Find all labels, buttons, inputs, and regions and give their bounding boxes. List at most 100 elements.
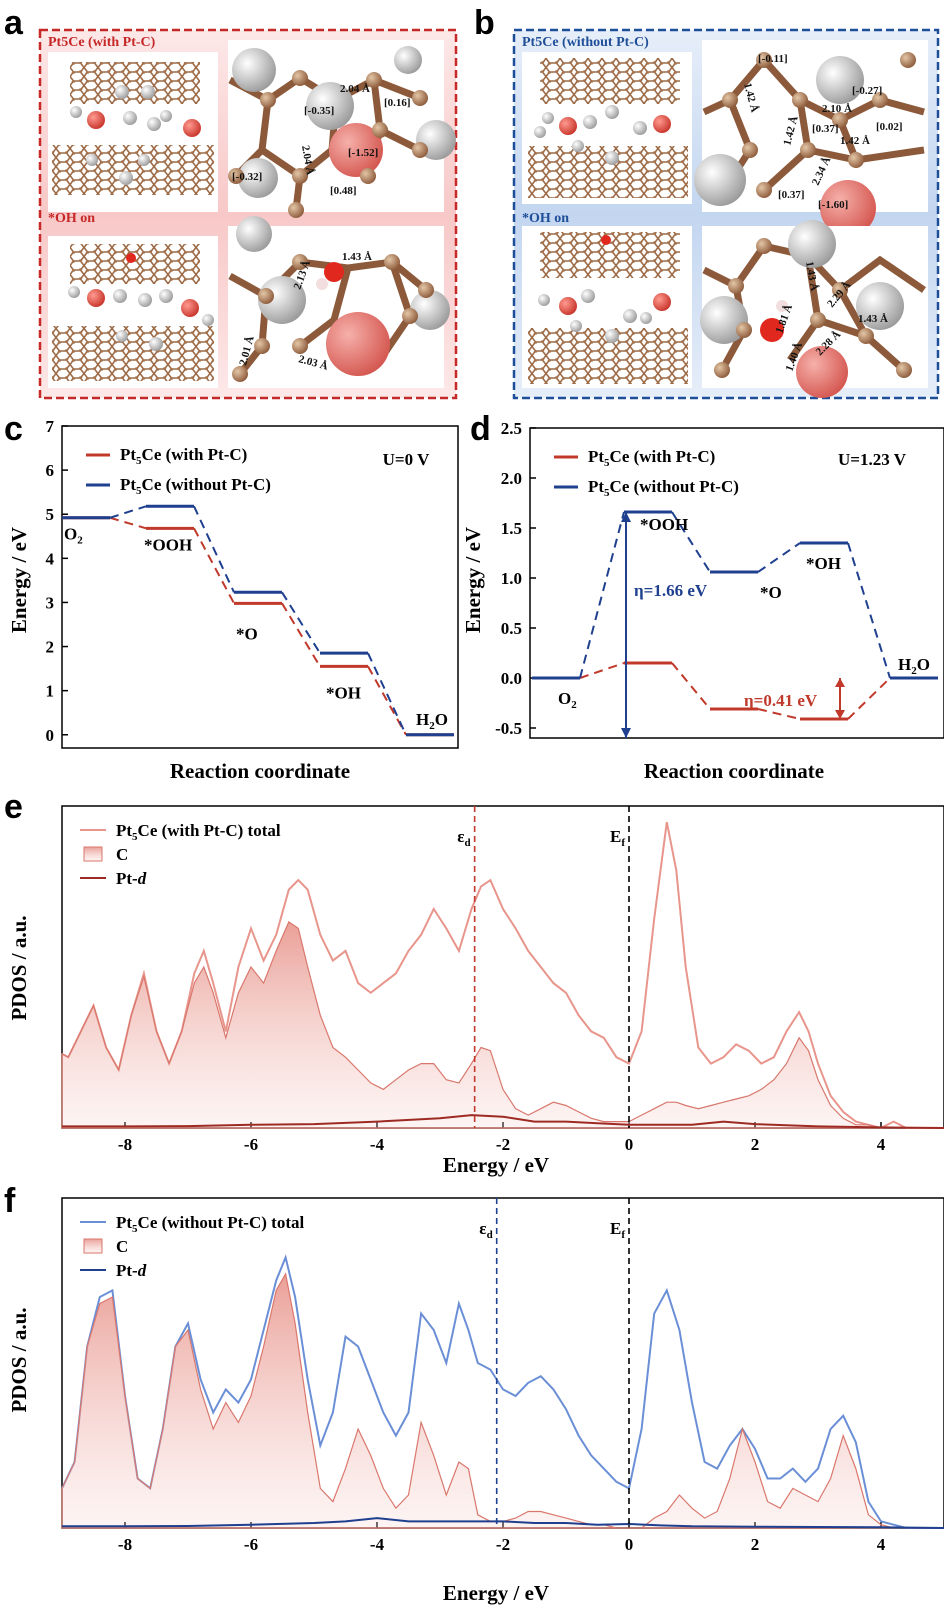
series-area-c (61, 920, 944, 1129)
series-line-pt-d (62, 1114, 944, 1129)
arrow-head (835, 710, 845, 719)
condition-label: U=1.23 V (838, 450, 907, 469)
y-tick-label: 2.5 (501, 419, 522, 438)
legend-label: C (116, 1237, 128, 1256)
legend-label: Pt5Ce (with Pt-C) (120, 445, 247, 467)
y-tick-label: 2 (46, 638, 55, 657)
panel-f: f -8 -6 -4 -2 0 2 4 εd Ef Pt5Ce (without Pt-C) to… (4, 1182, 944, 1605)
y-tick-label: 1.0 (501, 569, 522, 588)
legend-label: Pt5Ce (with Pt-C) total (116, 821, 281, 843)
charge-label: [-0.32] (232, 171, 262, 183)
charge-label: [0.37] (812, 123, 839, 135)
y-tick-label: 7 (46, 417, 55, 436)
energy-profile-chart-d: -0.5 0.0 0.5 1.0 1.5 2.0 2.5 O2 *OOH *O *OH H2O Pt5C… (495, 419, 944, 739)
x-tick-label: -2 (496, 1535, 510, 1554)
x-tick-label: 4 (877, 1135, 886, 1154)
charge-label: [0.02] (876, 121, 903, 133)
transition-line (281, 591, 321, 654)
x-tick-label: -6 (244, 1535, 258, 1554)
condition-label: U=0 V (383, 450, 430, 469)
series-line-total (61, 821, 944, 1130)
panel-a-side-view-top (48, 52, 218, 212)
fermi-level-label: Ef (610, 827, 625, 849)
transition-line (367, 652, 407, 736)
x-tick-label: 2 (751, 1535, 760, 1554)
x-tick-label: 0 (625, 1535, 634, 1554)
y-tick-label: 5 (46, 505, 55, 524)
legend-label: Pt5Ce (without Pt-C) (120, 475, 271, 497)
state-label: *O (236, 624, 258, 643)
y-tick-label: 3 (46, 593, 55, 612)
legend-label: Pt5Ce (without Pt-C) total (116, 1213, 304, 1235)
charge-label: [-1.52] (348, 147, 378, 159)
d-band-center-label: εd (479, 1219, 492, 1241)
transition-line (193, 505, 235, 593)
bond-length-label: 1.43 Å (342, 251, 372, 263)
panel-a-zoom-bottom: 1.43 Å 2.13 Å 2.01 Å 2.03 Å (228, 216, 450, 388)
series-without-pt-c (62, 504, 454, 737)
bond-length-label: 2.04 Å (340, 83, 370, 95)
series-with-pt-c (532, 661, 938, 721)
transition-line (671, 511, 711, 573)
series-area-c (61, 1272, 944, 1529)
panel-a-title-top: Pt5Ce (with Pt-C) (48, 35, 156, 50)
y-tick-label: 0.0 (501, 669, 522, 688)
panel-label-b: b (474, 4, 495, 42)
transition-line (847, 677, 891, 720)
arrow-head (621, 728, 631, 738)
x-tick-label: -6 (244, 1135, 258, 1154)
panel-label-e: e (4, 788, 23, 826)
legend-label: C (116, 845, 128, 864)
pdos-chart-e: -8 -6 -4 -2 0 2 4 εd Ef Pt5Ce (with Pt-C) total CP… (61, 805, 944, 1154)
x-tick-label: -8 (118, 1535, 132, 1554)
panel-label-f: f (4, 1182, 16, 1220)
overpotential-label: η=0.41 eV (744, 691, 818, 710)
plot-frame (61, 425, 459, 749)
panel-a-title-bottom: *OH on (48, 211, 95, 226)
x-tick-label: 0 (625, 1135, 634, 1154)
panel-b: b Pt5Ce (without Pt-C) *OH on (474, 4, 940, 400)
y-tick-label: 1 (46, 682, 55, 701)
bond-length-label: 1.43 Å (803, 260, 820, 292)
legend-swatch (83, 846, 103, 862)
state-label: H2O (416, 710, 448, 732)
overpotential-label: η=1.66 eV (634, 581, 708, 600)
transition-line (281, 602, 321, 667)
transition-line (757, 708, 801, 720)
charge-label: [0.37] (778, 189, 805, 201)
y-axis-title: Energy / eV (461, 527, 485, 633)
x-axis-title: Energy / eV (443, 1581, 549, 1605)
state-label: *OOH (640, 515, 688, 534)
bond-length-label: 1.43 Å (858, 313, 888, 325)
arrow-head (835, 678, 845, 687)
plot-frame (529, 427, 944, 739)
state-label: *OOH (144, 535, 192, 554)
x-tick-label: -4 (370, 1535, 385, 1554)
bond-length-label: 2.04 Å (299, 144, 316, 176)
y-tick-label: 6 (46, 461, 55, 480)
x-tick-label: -4 (370, 1135, 385, 1154)
pdos-chart-f: -8 -6 -4 -2 0 2 4 εd Ef Pt5Ce (without Pt-C) tota… (61, 1197, 944, 1554)
state-label: *O (760, 583, 782, 602)
transition-line (757, 542, 801, 573)
panel-label-c: c (4, 410, 23, 448)
y-tick-label: 0.5 (501, 619, 522, 638)
panel-c: c 0 1 2 3 4 5 6 7 O2 *OOH *O *OH H2O Pt5Ce (with Pt-C… (4, 410, 459, 783)
charge-label: [-0.11] (758, 53, 788, 65)
legend-label: Pt-d (116, 869, 147, 888)
x-axis-title: Reaction coordinate (644, 759, 824, 783)
y-tick-label: -0.5 (495, 719, 522, 738)
fermi-level-label: Ef (610, 1219, 625, 1241)
energy-profile-chart-c: 0 1 2 3 4 5 6 7 O2 *OOH *O *OH H2O Pt5Ce (with Pt-C) P… (46, 417, 459, 749)
series-line-pt-d (62, 1517, 944, 1529)
x-tick-label: -2 (496, 1135, 510, 1154)
panel-a: a Pt5Ce (with Pt-C) *OH on (4, 4, 458, 400)
series-without-pt-c (532, 510, 938, 680)
x-tick-label: 4 (877, 1535, 886, 1554)
state-label: O2 (64, 525, 83, 547)
series-with-pt-c (62, 516, 454, 737)
transition-line (671, 662, 711, 710)
bond-length-label: 1.42 Å (840, 135, 870, 147)
panel-d: d -0.5 0.0 0.5 1.0 1.5 2.0 2.5 O2 *OOH *O *OH H2O Pt… (461, 410, 944, 783)
